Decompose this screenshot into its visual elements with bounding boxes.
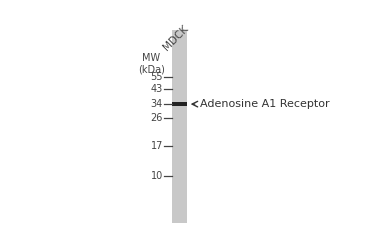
Text: 43: 43 [151, 84, 163, 94]
Text: 26: 26 [151, 112, 163, 122]
Text: MW: MW [142, 53, 160, 63]
Text: (kDa): (kDa) [137, 64, 164, 74]
Text: 55: 55 [151, 72, 163, 82]
Text: 34: 34 [151, 99, 163, 109]
Bar [172, 102, 187, 106]
Text: 10: 10 [151, 171, 163, 181]
Bar [172, 30, 187, 222]
Text: 17: 17 [151, 142, 163, 152]
Text: MDCK: MDCK [161, 24, 190, 52]
Text: Adenosine A1 Receptor: Adenosine A1 Receptor [192, 99, 330, 109]
